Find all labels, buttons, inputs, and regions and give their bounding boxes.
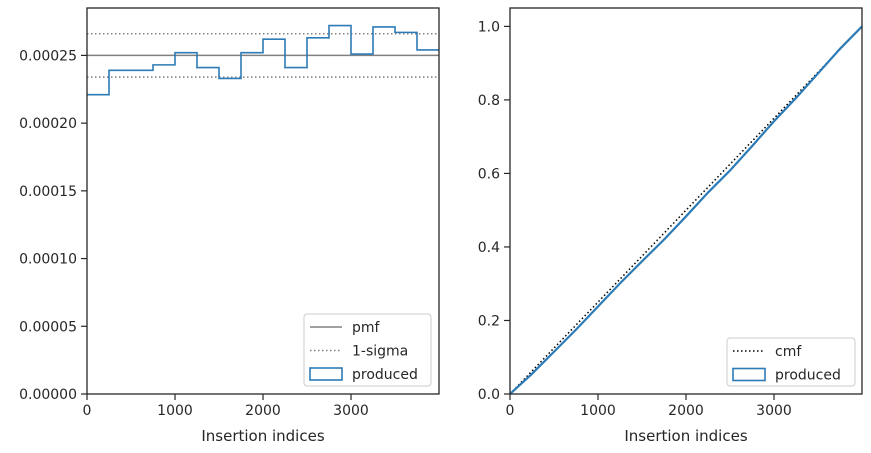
x-axis-title: Insertion indices [201,427,324,445]
legend-handle-produced [732,367,766,382]
y-tick-label: 0.00025 [19,48,77,64]
y-tick-label: 0.00020 [19,116,77,132]
series-cmf-line [510,25,862,394]
legend-label: pmf [352,320,381,336]
legend-label: produced [352,367,418,383]
x-axis-title: Insertion indices [624,427,747,445]
x-tick-label: 1000 [157,403,193,419]
plot-area [87,24,439,96]
x-tick-label: 0 [506,403,515,419]
y-tick-label: 0.4 [478,240,500,256]
y-tick-label: 1.0 [478,19,500,35]
x-tick-label: 2000 [668,403,704,419]
y-tick-label: 0.2 [478,313,500,329]
y-tick-label: 0.00000 [19,387,77,403]
legend-box [726,337,856,387]
plot-area [510,25,862,394]
x-tick-label: 0 [83,403,92,419]
legend: pmf 1-sigma produced [303,313,432,387]
x-tick-label: 1000 [580,403,616,419]
series-produced-step-line [87,24,439,96]
legend-handle-produced [309,367,343,381]
series-produced-line [510,25,862,394]
legend-label: 1-sigma [352,344,408,360]
x-tick-label: 3000 [333,403,369,419]
y-tick-label: 0.8 [478,93,500,109]
y-tick-label: 0.6 [478,166,500,182]
legend-label: produced [775,368,841,384]
x-tick-label: 2000 [245,403,281,419]
left-chart-panel: 0 1000 2000 3000 0.00000 0.00005 0.00010 0.0001… [19,7,440,445]
y-tick-label: 0.00010 [19,252,77,268]
y-tick-label: 0.00005 [19,319,77,335]
legend: cmf produced [726,337,856,387]
right-chart-panel: 0 1000 2000 3000 0.0 0.2 0.4 0.6 0.8 1.0 Insertion… [478,7,863,445]
y-tick-label: 0.00015 [19,184,77,200]
y-tick-label: 0.0 [478,387,500,403]
x-tick-label: 3000 [756,403,792,419]
legend-label: cmf [775,344,802,360]
